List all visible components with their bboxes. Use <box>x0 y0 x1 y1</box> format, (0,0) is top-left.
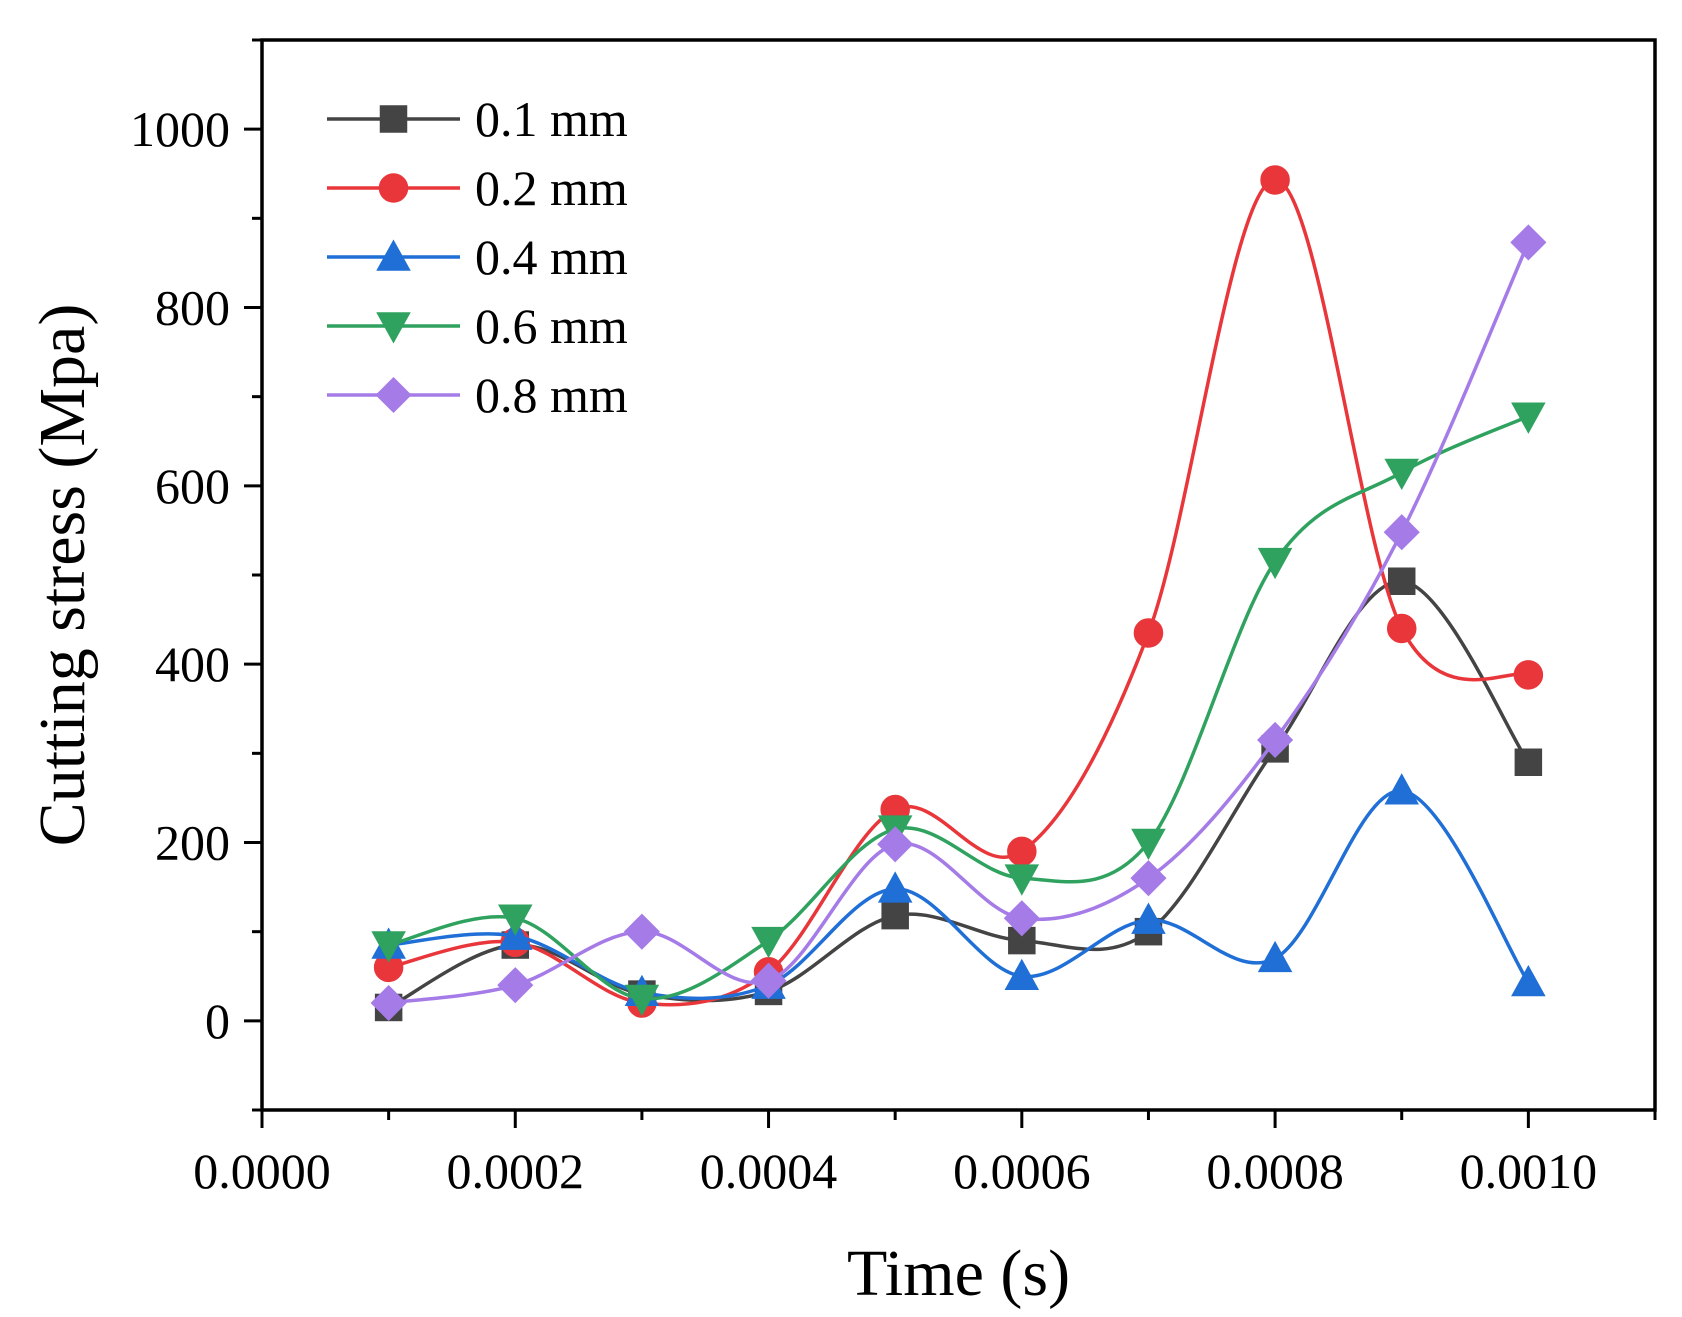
data-point <box>1384 773 1419 805</box>
legend-label: 0.4 mm <box>475 229 628 285</box>
legend-item: 0.8 mm <box>327 367 628 423</box>
data-point <box>877 826 914 863</box>
legend-label: 0.2 mm <box>475 160 628 216</box>
y-tick-label: 800 <box>155 280 230 336</box>
data-point <box>1511 964 1546 997</box>
data-point <box>877 871 913 903</box>
series-layer <box>370 165 1547 1022</box>
data-point <box>1257 547 1293 580</box>
legend-marker <box>375 376 412 414</box>
series-line <box>388 241 1530 1005</box>
data-point <box>370 984 407 1022</box>
data-point <box>1510 224 1547 261</box>
data-point <box>1386 613 1417 644</box>
series-0-8-mm <box>370 224 1547 1022</box>
data-point <box>1257 721 1294 759</box>
x-tick-label: 0.0006 <box>953 1143 1091 1199</box>
y-tick-label: 1000 <box>130 101 230 157</box>
x-axis: 0.0000 0.0002 0.0004 0.0006 0.0008 0.0010 <box>193 1110 1657 1199</box>
x-axis-title: Time (s) <box>847 1237 1070 1310</box>
x-tick-label: 0.0008 <box>1206 1143 1344 1199</box>
data-point <box>1004 958 1040 990</box>
data-point <box>1131 902 1166 934</box>
data-point <box>1383 514 1420 551</box>
series-0-6-mm <box>371 402 1546 1017</box>
data-point <box>1513 660 1544 690</box>
legend: 0.1 mm 0.2 mm 0.4 mm 0.6 mm 0.8 mm <box>327 91 628 423</box>
data-point <box>1133 618 1164 648</box>
data-point <box>751 926 786 959</box>
legend-marker <box>378 173 409 203</box>
legend-marker <box>379 105 408 133</box>
y-tick-label: 400 <box>155 636 230 692</box>
data-point <box>1514 748 1543 776</box>
data-point <box>371 931 406 963</box>
data-point <box>1260 165 1290 195</box>
y-tick-label: 600 <box>155 458 230 514</box>
x-tick-label: 0.0000 <box>193 1143 331 1199</box>
y-axis-title: Cutting stress (Mpa) <box>26 304 99 847</box>
data-point <box>1130 860 1167 897</box>
legend-item: 0.1 mm <box>327 91 628 147</box>
data-point <box>624 984 660 1017</box>
data-point <box>1003 900 1040 937</box>
legend-item: 0.6 mm <box>327 298 628 354</box>
x-tick-label: 0.0002 <box>447 1143 585 1199</box>
x-tick-label: 0.0010 <box>1460 1143 1598 1199</box>
data-point <box>750 962 787 999</box>
series-line <box>388 414 1530 1001</box>
legend-label: 0.1 mm <box>475 91 628 147</box>
data-point <box>1387 567 1416 595</box>
data-point <box>623 913 660 950</box>
y-tick-label: 200 <box>155 815 230 871</box>
data-point <box>1384 458 1419 491</box>
data-point <box>1004 864 1040 896</box>
legend-label: 0.8 mm <box>475 367 628 423</box>
legend-marker <box>376 312 411 344</box>
legend-label: 0.6 mm <box>475 298 628 354</box>
legend-item: 0.2 mm <box>327 160 628 216</box>
data-point <box>881 901 909 930</box>
y-axis: 0 200 400 600 800 1000 <box>130 38 262 1112</box>
data-point <box>498 904 533 936</box>
legend-marker <box>376 239 411 271</box>
data-point <box>1131 828 1166 861</box>
data-point <box>497 967 534 1004</box>
legend-item: 0.4 mm <box>327 229 628 285</box>
x-tick-label: 0.0004 <box>700 1143 838 1199</box>
data-point <box>1257 940 1293 973</box>
data-point <box>1511 402 1546 434</box>
y-tick-label: 0 <box>205 993 230 1049</box>
data-point <box>1007 836 1037 867</box>
